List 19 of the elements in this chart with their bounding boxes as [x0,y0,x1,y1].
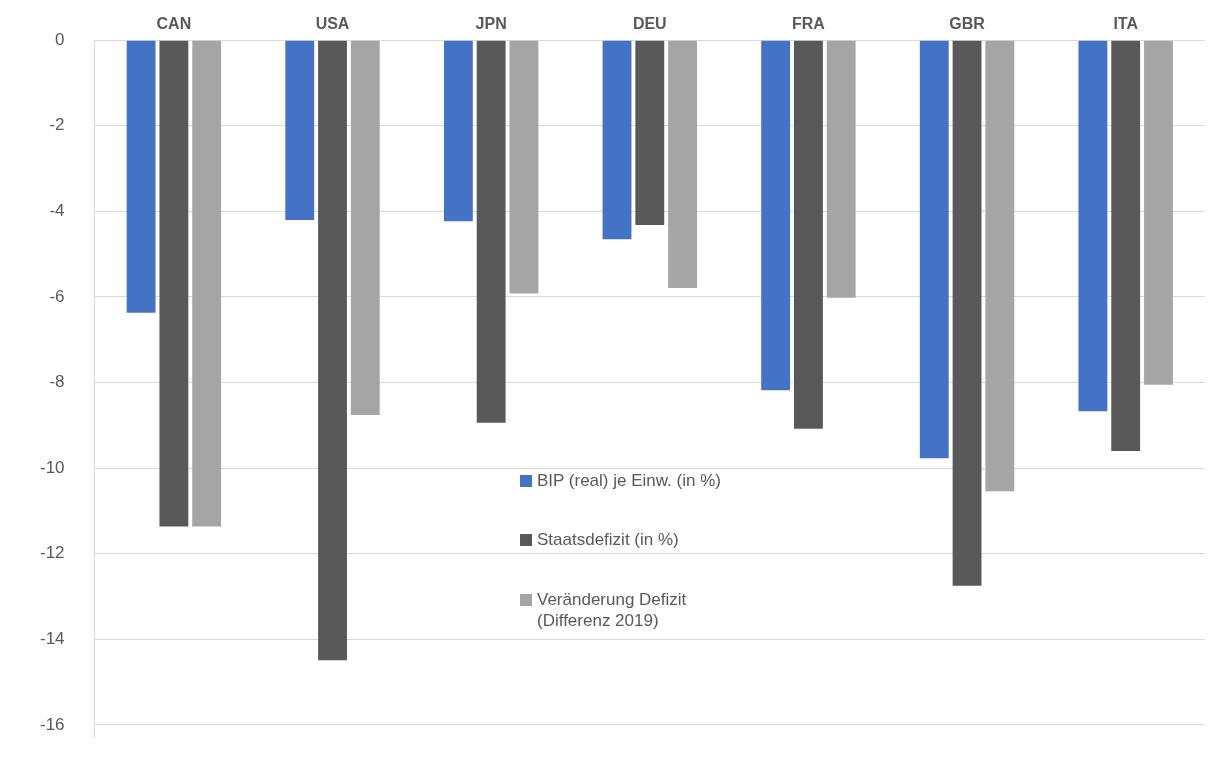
y-tick-label: -4 [49,201,65,221]
x-tick-label: DEU [632,15,667,33]
legend-label: BIP (real) je Einw. (in %) [537,470,721,492]
y-tick-label: -8 [49,372,65,392]
x-tick-label: JPN [475,15,507,33]
x-tick-label: FRA [791,15,826,33]
y-tick-label: -6 [49,286,65,306]
y-tick-label: -10 [39,457,65,477]
legend-label: Staatsdefizit (in %) [537,529,679,551]
y-tick-label: -14 [39,629,65,649]
y-tick-label: 0 [55,29,65,49]
x-tick-label: CAN [156,15,192,33]
legend-label: Veränderung Defizit (Differenz 2019) [537,588,688,631]
y-tick-label: -16 [39,714,65,734]
y-tick-label: -2 [49,115,65,135]
x-tick-label: GBR [949,15,986,33]
y-tick-label: -12 [39,543,65,563]
x-tick-label: USA [315,15,350,33]
x-tick-label: ITA [1113,15,1139,33]
